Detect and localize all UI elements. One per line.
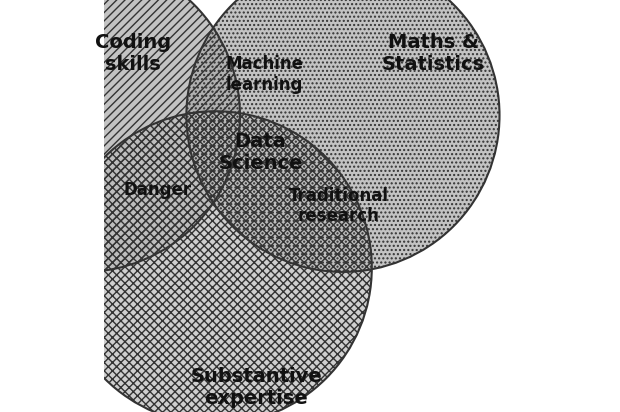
- Circle shape: [0, 0, 240, 272]
- Text: Machine
learning: Machine learning: [226, 55, 304, 94]
- Circle shape: [187, 0, 500, 272]
- Text: Maths &
Statistics: Maths & Statistics: [382, 33, 485, 74]
- Text: Data
Science: Data Science: [218, 132, 303, 173]
- Circle shape: [59, 111, 372, 412]
- Text: Traditional
research: Traditional research: [289, 187, 389, 225]
- Text: Substantive
expertise: Substantive expertise: [190, 367, 322, 408]
- Text: Danger: Danger: [123, 180, 192, 199]
- Text: Coding
skills: Coding skills: [95, 33, 171, 74]
